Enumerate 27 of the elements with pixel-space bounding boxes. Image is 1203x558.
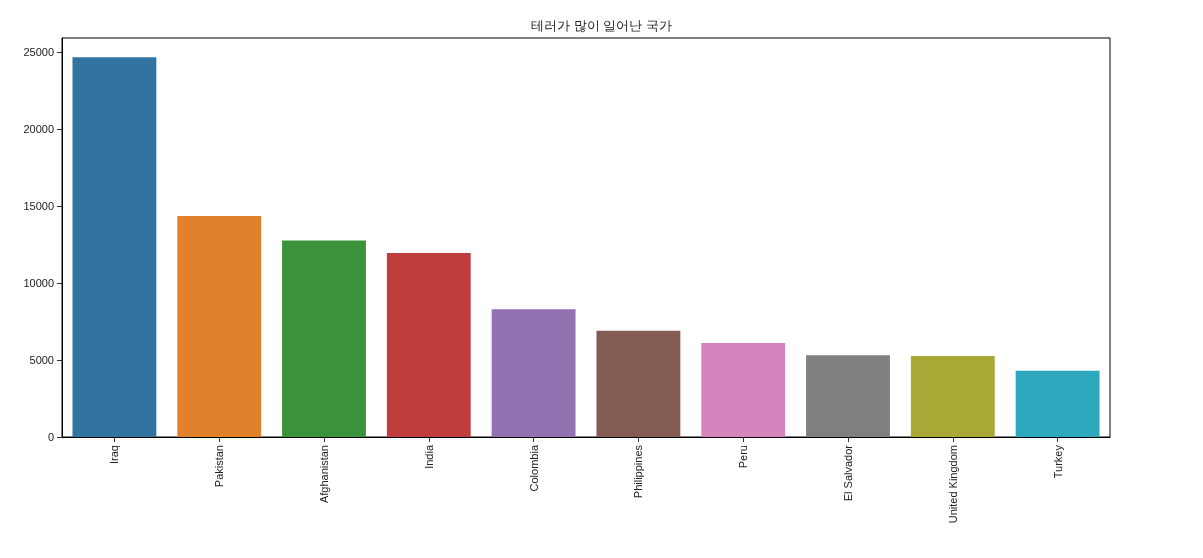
bar xyxy=(72,57,157,437)
bar xyxy=(282,240,366,437)
chart-title: 테러가 많이 일어난 국가 xyxy=(531,18,672,33)
x-tick-label: Iraq xyxy=(108,445,121,464)
y-tick-label: 10000 xyxy=(23,276,54,289)
y-tick-label: 20000 xyxy=(23,122,54,135)
x-tick-label: Pakistan xyxy=(213,445,226,488)
x-tick-label: El Salvador xyxy=(842,444,854,502)
x-tick-label: India xyxy=(422,444,435,469)
bar xyxy=(910,356,995,437)
bar xyxy=(701,343,786,437)
y-tick-label: 15000 xyxy=(23,199,54,212)
bar xyxy=(806,355,890,437)
bar xyxy=(596,330,681,437)
bar xyxy=(177,215,262,437)
bar xyxy=(386,252,471,437)
x-tick-label: Philippines xyxy=(632,444,645,499)
y-tick-label: 25000 xyxy=(23,45,54,58)
y-tick-label: 0 xyxy=(47,431,54,443)
x-tick-label: Turkey xyxy=(1051,444,1064,479)
bar xyxy=(1015,370,1100,437)
x-tick-label: Peru xyxy=(737,445,750,469)
x-tick-label: Colombia xyxy=(527,444,540,492)
x-tick-label: United Kingdom xyxy=(946,445,959,524)
bar xyxy=(491,309,576,437)
x-tick-label: Afghanistan xyxy=(318,445,330,504)
y-tick-label: 5000 xyxy=(29,353,54,366)
